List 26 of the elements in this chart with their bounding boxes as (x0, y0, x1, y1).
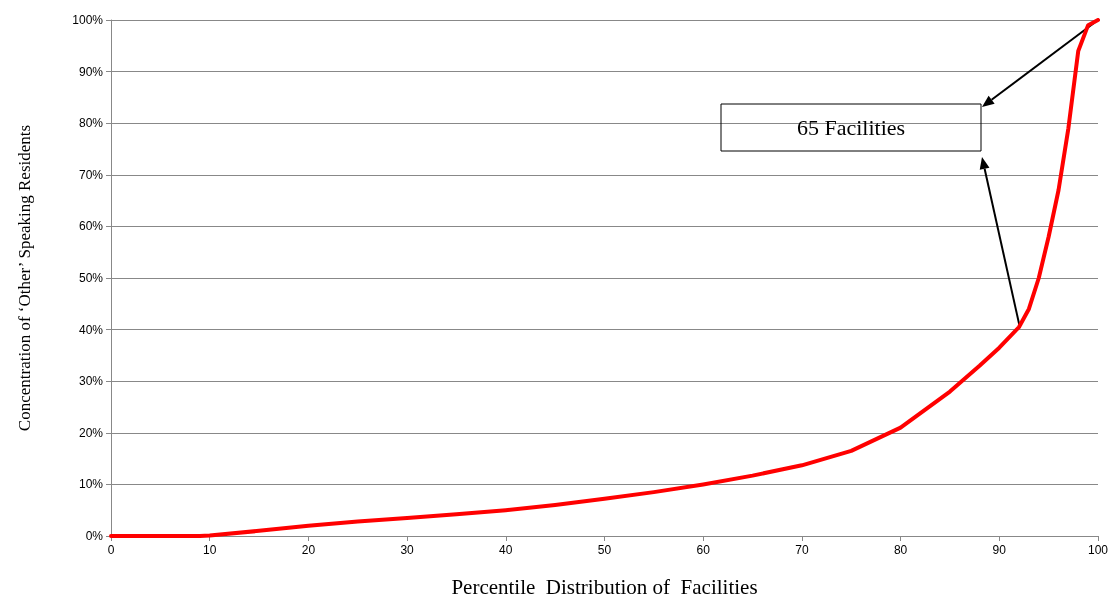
y-tick-label: 90% (78, 64, 104, 79)
y-tick-label: 10% (78, 477, 104, 492)
x-tick-label: 50 (597, 543, 612, 557)
y-tick-label: 40% (78, 322, 104, 337)
y-tick-label: 70% (78, 167, 104, 182)
y-tick-label: 30% (78, 374, 104, 389)
x-tick-label: 100 (1087, 543, 1109, 557)
x-tick-label: 0 (107, 543, 115, 557)
x-tick-label: 70 (795, 543, 809, 557)
x-tick-label: 80 (893, 543, 908, 557)
x-tick-label: 60 (696, 543, 711, 557)
x-tick-label: 90 (992, 543, 1007, 557)
x-tick-label: 40 (499, 543, 513, 557)
x-tick-label: 20 (301, 543, 316, 557)
y-tick-label: 60% (78, 219, 104, 234)
y-tick-label: 50% (78, 271, 104, 285)
y-axis-title: Concentration of ‘Other’ Speaking Residents (15, 124, 34, 432)
y-tick-label: 80% (78, 116, 104, 131)
y-tick-label: 0% (85, 529, 104, 543)
x-tick-label: 10 (203, 543, 217, 557)
x-axis-title: Percentile Distribution of Facilities (451, 574, 758, 599)
y-tick-label: 100% (72, 13, 104, 27)
annotation: 65 Facilities (796, 115, 906, 140)
x-tick-label: 30 (400, 543, 415, 557)
y-tick-label: 20% (78, 425, 104, 440)
line-series (109, 18, 1100, 538)
